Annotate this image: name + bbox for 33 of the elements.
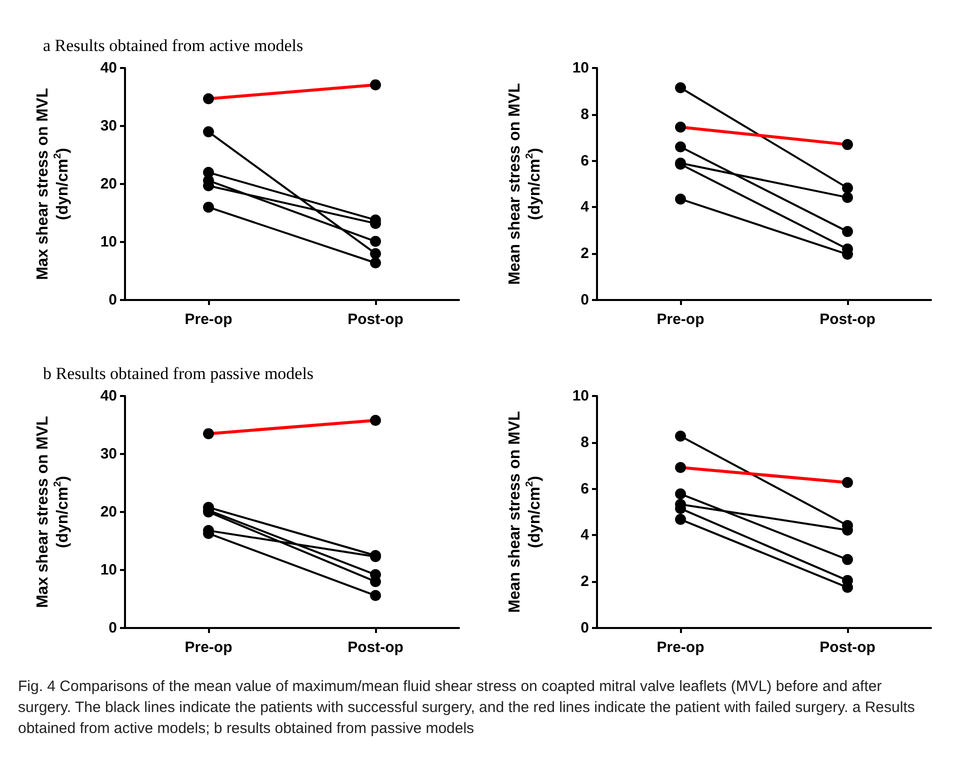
y-tick-label: 0 bbox=[108, 292, 117, 308]
y-tick-label: 10 bbox=[100, 562, 117, 578]
x-tick-label: Post-op bbox=[348, 311, 404, 328]
chart-title: b Results obtained from passive models bbox=[43, 364, 314, 383]
y-tick-label: 30 bbox=[100, 446, 117, 462]
y-tick-label: 2 bbox=[580, 245, 589, 262]
x-tick-label: Post-op bbox=[348, 639, 404, 656]
y-tick-label: 6 bbox=[580, 480, 589, 498]
y-tick-label: 4 bbox=[580, 526, 590, 544]
x-tick-label: Pre-op bbox=[184, 639, 232, 656]
y-tick-label: 30 bbox=[100, 118, 117, 134]
y-tick-label: 0 bbox=[580, 620, 589, 636]
y-tick-label: 8 bbox=[580, 106, 589, 123]
caption: Fig. 4 Comparisons of the mean value of maximum/mean fluid shear stress on coapted mitral valve leaflets (MVL) before and after surgery. The black lines indicate the patients with successful surgery, and the red lines indicate the patient with failed surgery. a Results obtained from active models; b results obtained from passive models bbox=[18, 677, 916, 739]
y-tick-label: 20 bbox=[100, 176, 117, 192]
y-tick-label: 10 bbox=[572, 388, 589, 404]
x-tick-label: Pre-op bbox=[656, 639, 704, 656]
x-tick-label: Pre-op bbox=[184, 311, 232, 328]
y-tick-label: 20 bbox=[100, 504, 117, 520]
y-tick-label: 4 bbox=[580, 198, 590, 216]
y-tick-label: 6 bbox=[580, 152, 589, 170]
y-tick-label: 2 bbox=[580, 573, 589, 590]
y-tick-label: 8 bbox=[580, 434, 589, 451]
y-tick-label: 40 bbox=[100, 388, 117, 404]
y-tick-label: 0 bbox=[108, 620, 117, 636]
y-tick-label: 40 bbox=[100, 60, 117, 76]
y-tick-label: 10 bbox=[572, 60, 589, 76]
chart-title: a Results obtained from active models bbox=[43, 36, 304, 55]
x-tick-label: Post-op bbox=[820, 639, 876, 656]
x-tick-label: Post-op bbox=[820, 311, 876, 328]
y-tick-label: 10 bbox=[100, 234, 117, 250]
y-tick-label: 0 bbox=[580, 292, 589, 308]
x-tick-label: Pre-op bbox=[656, 311, 704, 328]
